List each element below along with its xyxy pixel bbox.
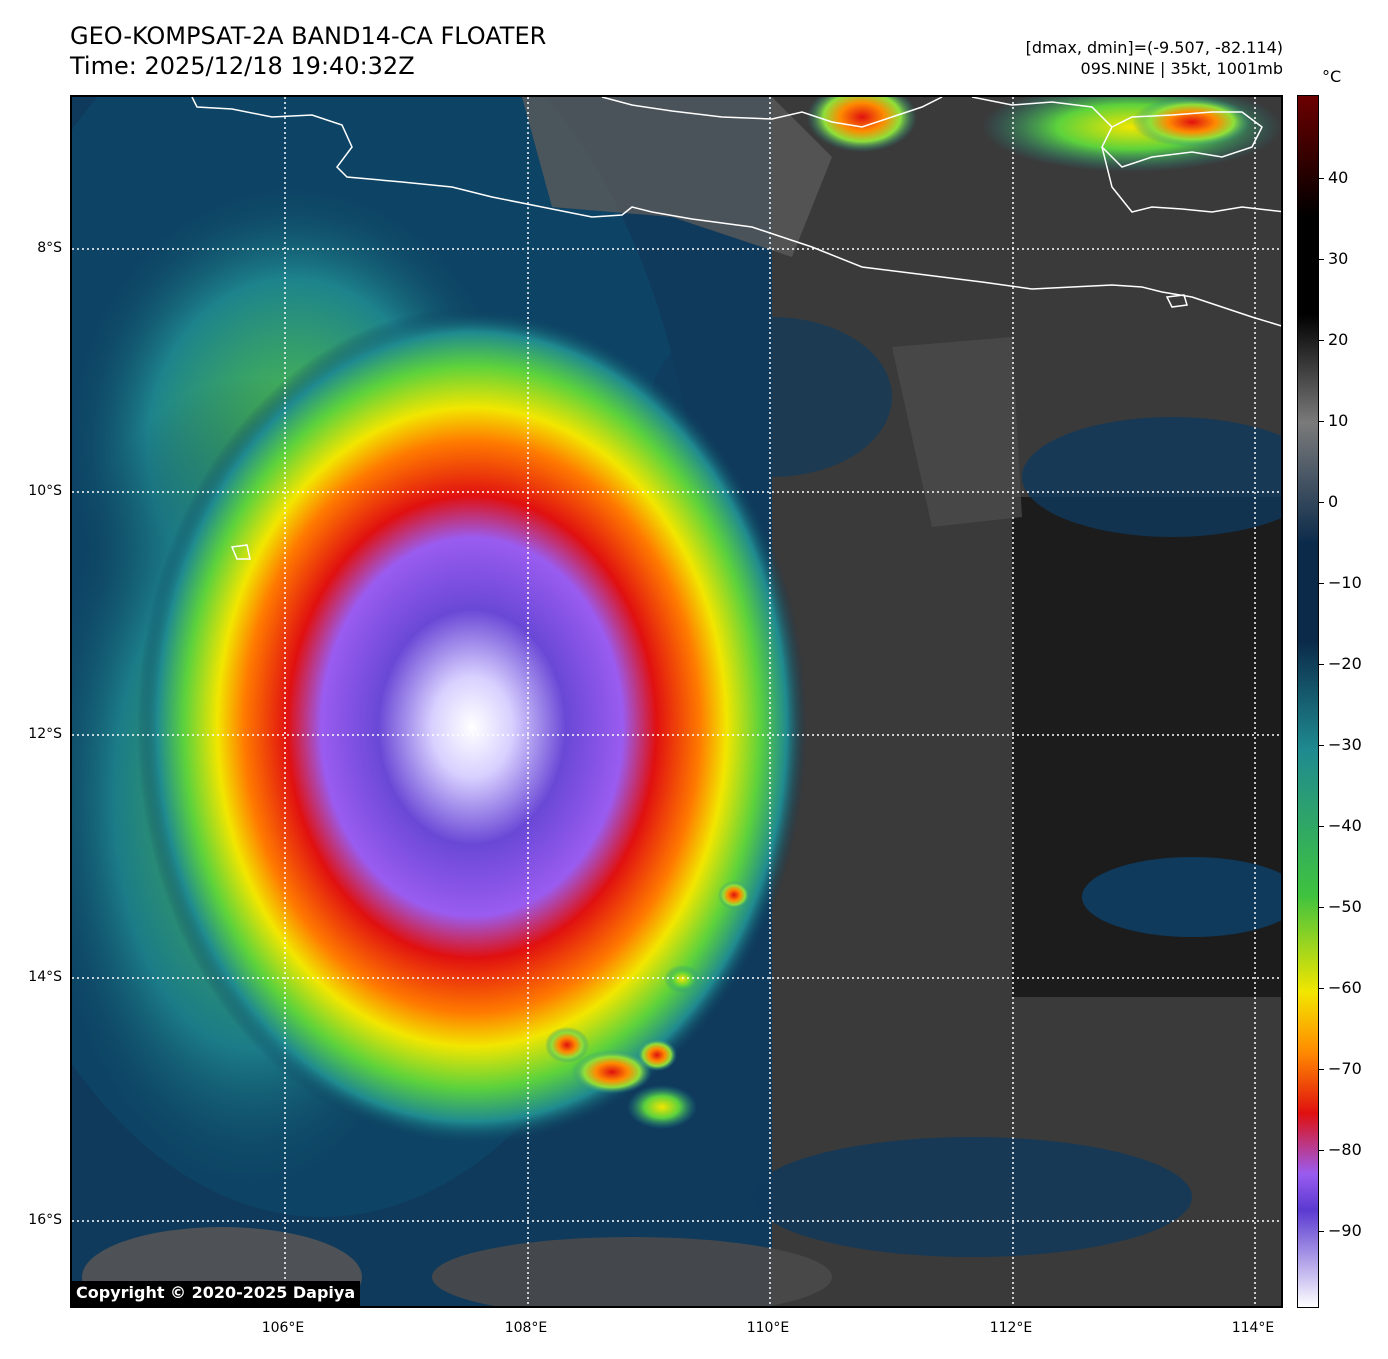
colorbar-label: −60: [1328, 978, 1362, 997]
colorbar-tick: [1319, 664, 1324, 665]
colorbar-label: −80: [1328, 1140, 1362, 1159]
dmax-dmin-readout: [dmax, dmin]=(-9.507, -82.114): [1025, 38, 1283, 57]
lat-label-8s: 8°S: [37, 240, 62, 256]
colorbar-label: −20: [1328, 654, 1362, 673]
colorbar-label: 40: [1328, 168, 1349, 187]
colorbar-tick: [1319, 745, 1324, 746]
lat-label-14s: 14°S: [28, 969, 62, 985]
colorbar-tick: [1319, 583, 1324, 584]
ir-imagery: [72, 97, 1281, 1306]
colorbar-label: −40: [1328, 816, 1362, 835]
lat-label-10s: 10°S: [28, 483, 62, 499]
colorbar-label: −10: [1328, 573, 1362, 592]
lat-label-16s: 16°S: [28, 1212, 62, 1228]
colorbar-tick: [1319, 1069, 1324, 1070]
colorbar-tick: [1319, 178, 1324, 179]
colorbar-label: 20: [1328, 330, 1349, 349]
colorbar-label: 30: [1328, 249, 1349, 268]
colorbar-tick: [1319, 988, 1324, 989]
satellite-map: [70, 95, 1283, 1308]
lon-label-108e: 108°E: [504, 1320, 548, 1336]
colorbar-tick: [1319, 340, 1324, 341]
lon-label-112e: 112°E: [989, 1320, 1033, 1336]
colorbar-tick: [1319, 259, 1324, 260]
colorbar-tick: [1319, 826, 1324, 827]
colorbar-tick: [1319, 502, 1324, 503]
lon-label-106e: 106°E: [261, 1320, 305, 1336]
lat-label-12s: 12°S: [28, 726, 62, 742]
copyright-badge: Copyright © 2020-2025 Dapiya: [71, 1281, 361, 1307]
colorbar-label: −30: [1328, 735, 1362, 754]
colorbar-label: −50: [1328, 897, 1362, 916]
colorbar-label: 10: [1328, 411, 1349, 430]
lon-label-110e: 110°E: [746, 1320, 790, 1336]
colorbar-label: −70: [1328, 1059, 1362, 1078]
colorbar-tick: [1319, 421, 1324, 422]
colorbar-tick: [1319, 1150, 1324, 1151]
colorbar-unit: °C: [1322, 67, 1342, 86]
lon-label-114e: 114°E: [1231, 1320, 1275, 1336]
colorbar-tick: [1319, 1231, 1324, 1232]
title-line-1: GEO-KOMPSAT-2A BAND14-CA FLOATER: [70, 22, 547, 50]
colorbar-tick: [1319, 907, 1324, 908]
colorbar: [1297, 95, 1319, 1308]
title-line-2: Time: 2025/12/18 19:40:32Z: [70, 52, 415, 80]
colorbar-label: 0: [1328, 492, 1339, 511]
colorbar-label: −90: [1328, 1221, 1362, 1240]
storm-info: 09S.NINE | 35kt, 1001mb: [1080, 59, 1283, 78]
